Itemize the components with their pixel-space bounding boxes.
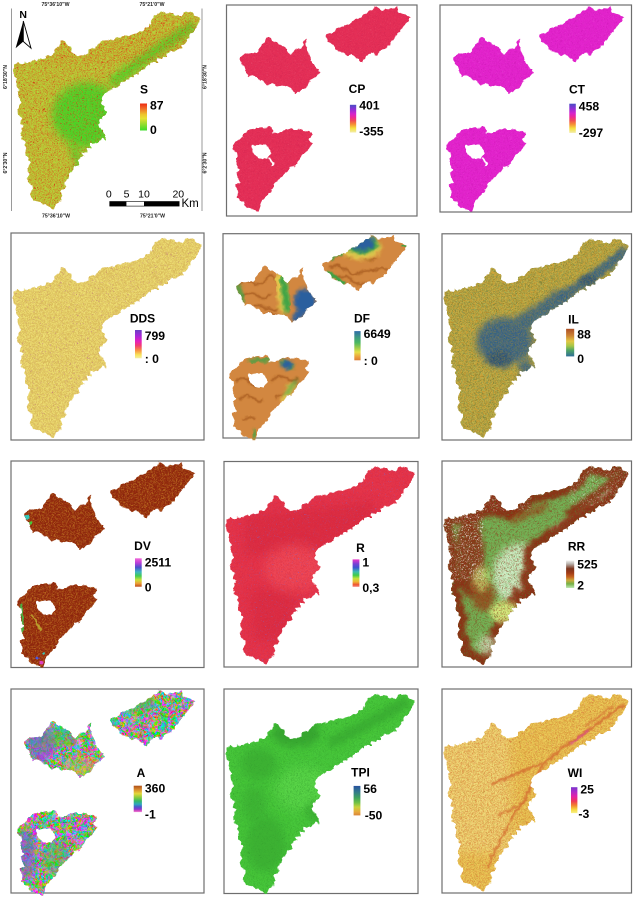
- svg-text:N: N: [19, 9, 27, 21]
- svg-text:WI: WI: [568, 766, 583, 780]
- svg-text:6°2'30"N: 6°2'30"N: [3, 152, 9, 173]
- svg-text:87: 87: [150, 99, 164, 113]
- svg-text:0: 0: [145, 581, 152, 595]
- svg-text:0: 0: [106, 189, 112, 201]
- svg-text:75°36'10"W: 75°36'10"W: [42, 2, 70, 8]
- svg-text:10: 10: [138, 189, 150, 201]
- svg-text:IL: IL: [568, 313, 579, 327]
- svg-text:20: 20: [172, 189, 184, 201]
- svg-text:R: R: [356, 541, 365, 555]
- svg-text:: 0: : 0: [145, 352, 159, 366]
- svg-text:25: 25: [580, 783, 594, 797]
- svg-text:88: 88: [577, 328, 591, 342]
- svg-text:A: A: [137, 766, 146, 780]
- svg-text:1: 1: [362, 555, 369, 569]
- svg-text:S: S: [140, 83, 148, 97]
- svg-text:799: 799: [145, 329, 166, 343]
- svg-text:0: 0: [150, 123, 157, 137]
- svg-text:360: 360: [145, 781, 166, 795]
- svg-text:401: 401: [359, 99, 380, 113]
- svg-text:2511: 2511: [145, 556, 172, 570]
- svg-text:5: 5: [124, 189, 130, 201]
- svg-text:0,3: 0,3: [362, 581, 379, 595]
- svg-text:6649: 6649: [364, 327, 391, 341]
- svg-text:-355: -355: [359, 125, 384, 139]
- svg-text:CT: CT: [569, 83, 586, 97]
- svg-text:: 0: : 0: [364, 354, 378, 368]
- svg-text:56: 56: [363, 782, 377, 796]
- svg-text:DDS: DDS: [130, 312, 155, 326]
- svg-text:0: 0: [577, 352, 584, 366]
- svg-text:6°2'30"N: 6°2'30"N: [203, 152, 209, 173]
- svg-text:TPI: TPI: [351, 766, 370, 780]
- svg-text:75°21'0"W: 75°21'0"W: [140, 214, 165, 220]
- svg-text:DF: DF: [354, 312, 370, 326]
- svg-text:75°21'0"W: 75°21'0"W: [139, 2, 164, 8]
- svg-text:458: 458: [579, 100, 600, 114]
- svg-text:6°18'30"N: 6°18'30"N: [203, 65, 209, 89]
- svg-text:6°18'30"N: 6°18'30"N: [3, 65, 9, 89]
- svg-text:-3: -3: [578, 807, 589, 821]
- svg-text:CP: CP: [349, 82, 366, 96]
- svg-text:75°36'10"W: 75°36'10"W: [42, 214, 70, 220]
- svg-text:Km: Km: [182, 198, 199, 210]
- svg-text:-1: -1: [145, 808, 156, 822]
- svg-text:-297: -297: [579, 126, 604, 140]
- svg-text:2: 2: [577, 579, 584, 593]
- svg-text:525: 525: [577, 558, 598, 572]
- svg-text:RR: RR: [568, 540, 586, 554]
- svg-text:-50: -50: [365, 809, 383, 823]
- svg-text:DV: DV: [134, 539, 151, 553]
